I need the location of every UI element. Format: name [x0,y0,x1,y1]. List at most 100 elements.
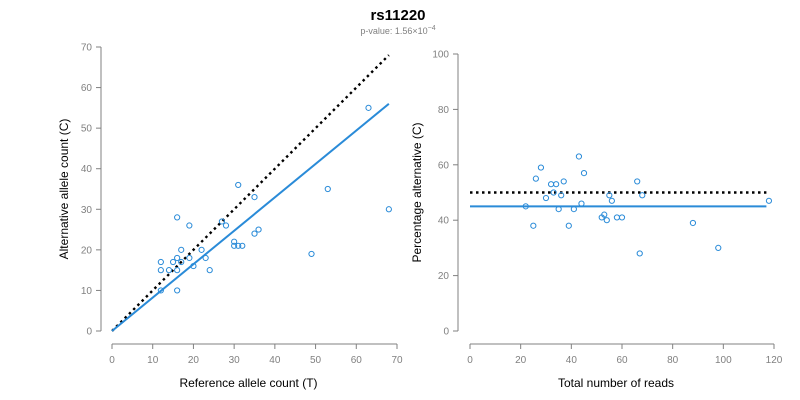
data-point [157,258,164,266]
data-point [169,258,177,266]
y-tick-label: 50 [81,124,93,135]
data-point [157,267,164,274]
x-tick-label: 120 [766,355,783,366]
y-tick-label: 20 [81,245,93,256]
data-point [251,194,258,201]
data-point [601,211,608,218]
data-point [186,254,193,262]
data-point [580,170,588,177]
y-tick-label: 80 [438,105,450,116]
data-point [603,217,610,224]
data-point [608,197,615,204]
data-point [157,287,164,294]
y-tick-label: 20 [438,271,450,282]
data-point [613,214,621,221]
y-tick-label: 100 [432,50,449,61]
data-point [634,178,641,185]
fit-line [111,103,390,332]
x-tick-label: 40 [269,355,281,366]
p-value-exponent: −4 [428,25,436,32]
y-tick-label: 30 [81,205,93,216]
data-point [231,238,238,245]
data-point [565,222,572,229]
data-point [202,254,209,262]
x-tick-label: 0 [467,355,473,366]
x-tick-label: 20 [188,355,200,366]
data-point [206,267,213,274]
data-point [639,192,646,199]
data-point [715,244,722,251]
data-point [239,242,246,249]
y-tick-label: 40 [81,164,93,175]
data-point [255,226,262,233]
y-axis-title: Alternative allele count (C) [57,119,71,260]
data-point [365,104,372,111]
data-point [174,254,181,262]
data-point [235,242,242,249]
chart-title: rs11220 [370,7,425,24]
data-point [178,246,185,253]
data-point [222,222,230,229]
x-tick-label: 60 [616,355,628,366]
data-point [308,250,315,258]
y-tick-label: 70 [81,43,93,54]
data-point [537,164,545,171]
x-tick-label: 100 [715,355,732,366]
data-point [174,287,181,294]
x-tick-label: 30 [229,355,241,366]
y-tick-label: 40 [438,216,450,227]
data-point [558,192,565,199]
x-tick-label: 40 [566,355,578,366]
data-point [178,258,185,266]
data-point [618,214,626,221]
scatter-panel-right: 0 20 40 60 80 100 120 0 20 40 60 80 100 Total number … [410,50,783,391]
data-point [522,203,529,210]
x-tick-label: 10 [147,355,159,366]
data-point [636,250,643,257]
data-point [553,181,560,188]
data-point [174,214,181,221]
x-axis-title: Total number of reads [558,376,674,390]
p-value-text: p-value: 1.56×10 [360,26,427,36]
data-point [324,185,331,193]
data-point [550,189,557,196]
x-tick-label: 60 [351,355,363,366]
x-tick-label: 20 [515,355,527,366]
y-axis-title: Percentage alternative (C) [410,122,424,262]
data-point [235,181,242,189]
data-point [532,175,539,182]
x-tick-label: 80 [667,355,679,366]
x-tick-label: 50 [310,355,322,366]
data-point [606,192,613,199]
x-tick-label: 0 [109,355,115,366]
data-point [570,206,577,213]
chart-subtitle: p-value: 1.56×10−4 [360,25,435,36]
data-point [186,222,193,229]
data-point [190,262,197,270]
y-tick-label: 60 [438,160,450,171]
data-point [560,178,567,185]
data-point [165,267,173,274]
data-point [547,181,555,188]
x-axis-title: Reference allele count (T) [179,376,317,390]
data-point [530,222,537,229]
data-point [251,230,258,237]
data-point [198,246,205,253]
data-point [231,242,238,249]
y-tick-label: 10 [81,286,93,297]
expected-line [111,54,390,332]
data-point [578,200,585,207]
y-tick-label: 0 [86,327,92,338]
data-point [689,219,697,227]
y-tick-label: 0 [443,327,449,338]
data-point [542,194,550,202]
x-tick-label: 70 [391,355,403,366]
y-tick-label: 60 [81,83,93,94]
scatter-panel-left: 0 10 20 30 40 50 60 70 0 10 20 30 40 50 60 70 Reference … [57,43,403,391]
data-point [765,197,773,204]
data-point [555,206,562,213]
data-point [385,206,392,213]
data-point [174,267,181,274]
data-point [575,153,583,160]
